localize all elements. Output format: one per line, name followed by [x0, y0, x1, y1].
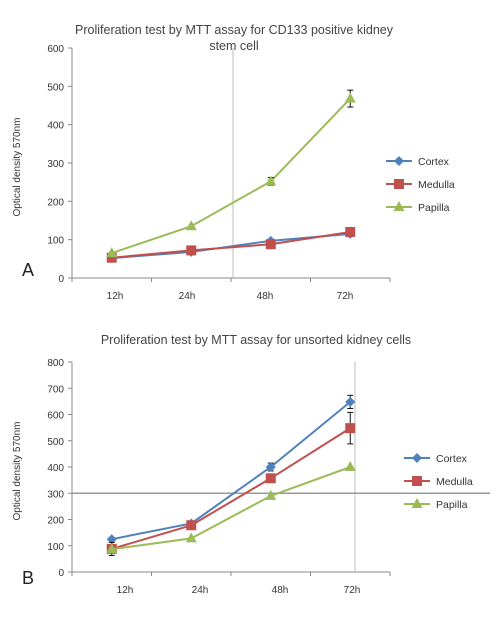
chart-title: Proliferation test by MTT assay for CD13…: [75, 23, 394, 37]
data-point-medulla: [265, 239, 276, 250]
legend-label: Cortex: [418, 156, 450, 168]
legend-label: Medulla: [418, 179, 455, 191]
chart-title: Proliferation test by MTT assay for unso…: [101, 333, 411, 347]
x-tick-label: 48h: [257, 291, 274, 302]
y-axis-label: Optical density 570nm: [12, 422, 23, 521]
x-tick-label: 72h: [344, 585, 361, 596]
series-line-papilla: [111, 97, 351, 255]
legend-marker: [393, 201, 405, 211]
data-point-papilla: [185, 220, 197, 231]
y-axis-label: Optical density 570nm: [12, 118, 23, 217]
chart-panel-a: Proliferation test by MTT assay for CD13…: [12, 23, 455, 302]
data-point-papilla: [106, 247, 118, 258]
y-tick-label: 500: [47, 82, 64, 93]
data-point-medulla: [106, 252, 117, 263]
y-tick-label: 600: [47, 411, 64, 422]
y-tick-label: 100: [47, 542, 64, 553]
data-point-papilla: [106, 543, 118, 554]
data-point-papilla: [344, 461, 356, 471]
y-tick-label: 500: [47, 437, 64, 448]
legend-marker: [394, 179, 404, 189]
y-tick-label: 300: [47, 159, 64, 170]
legend-label: Cortex: [436, 453, 468, 465]
legend-label: Papilla: [418, 202, 450, 214]
y-tick-label: 400: [47, 463, 64, 474]
data-point-papilla: [344, 92, 356, 103]
data-point-medulla: [345, 227, 356, 237]
y-tick-label: 600: [47, 44, 64, 55]
series-line-papilla: [111, 466, 351, 551]
chart-panel-b: Proliferation test by MTT assay for unso…: [12, 333, 490, 596]
y-tick-label: 800: [47, 358, 64, 369]
y-tick-label: 200: [47, 197, 64, 208]
data-point-medulla: [186, 520, 197, 531]
y-tick-label: 0: [58, 274, 64, 285]
legend-marker: [412, 476, 422, 486]
panel-label: A: [22, 260, 34, 280]
data-point-medulla: [186, 245, 197, 256]
y-tick-label: 700: [47, 384, 64, 395]
x-tick-label: 12h: [107, 291, 124, 302]
x-tick-label: 72h: [337, 291, 354, 302]
legend-marker: [412, 453, 422, 463]
data-point-papilla: [265, 489, 277, 500]
data-point-cortex: [345, 396, 356, 407]
data-point-medulla: [345, 423, 356, 434]
y-tick-label: 100: [47, 236, 64, 247]
data-point-cortex: [265, 462, 276, 472]
y-tick-label: 300: [47, 489, 64, 500]
x-tick-label: 12h: [117, 585, 134, 596]
y-tick-label: 400: [47, 121, 64, 132]
data-point-papilla: [265, 175, 277, 186]
series-line-medulla: [111, 231, 351, 259]
data-point-cortex: [106, 534, 117, 545]
legend-marker: [394, 156, 404, 166]
y-tick-label: 200: [47, 516, 64, 527]
legend-marker: [411, 498, 423, 508]
legend-label: Medulla: [436, 476, 473, 488]
x-tick-label: 24h: [192, 585, 209, 596]
data-point-medulla: [265, 473, 276, 484]
series-line-cortex: [111, 401, 351, 541]
x-tick-label: 24h: [179, 291, 196, 302]
y-tick-label: 0: [58, 568, 64, 579]
x-tick-label: 48h: [272, 585, 289, 596]
legend-label: Papilla: [436, 499, 468, 511]
panel-label: B: [22, 568, 34, 588]
series-line-medulla: [111, 427, 351, 550]
data-point-papilla: [185, 532, 197, 543]
chart-title: stem cell: [209, 39, 258, 53]
